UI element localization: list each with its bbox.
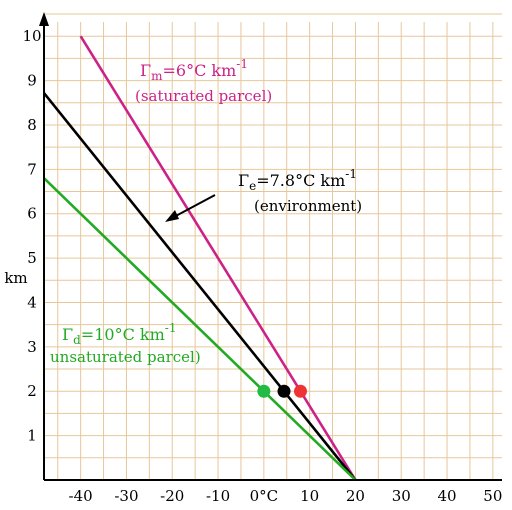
y-tick-label: 10 xyxy=(22,27,41,45)
axes xyxy=(39,12,502,481)
annotation-moist: Γm=6°C km-1 (saturated parcel) xyxy=(135,57,272,105)
parcel-point xyxy=(293,384,307,398)
x-tick-label: -40 xyxy=(69,487,93,505)
y-axis-arrow xyxy=(39,12,49,26)
x-tick-label: 10 xyxy=(300,487,319,505)
env-lapse-label: Γe=7.8°C km-1 xyxy=(238,167,357,193)
annotation-env: Γe=7.8°C km-1 (environment) xyxy=(165,167,362,222)
y-tick-label: 1 xyxy=(27,427,37,445)
y-tick-label: 5 xyxy=(27,249,37,267)
x-tick-label: 0°C xyxy=(250,487,279,505)
x-tick-label: -20 xyxy=(160,487,184,505)
grid xyxy=(44,13,502,480)
parcel-points xyxy=(257,384,307,398)
y-tick-label: 7 xyxy=(27,160,37,178)
x-tick-label: 30 xyxy=(392,487,411,505)
y-tick-label: 4 xyxy=(27,293,37,311)
annotation-dry: Γd=10°C km-1 unsaturated parcel) xyxy=(50,321,201,366)
parcel-point xyxy=(277,384,291,398)
moist-lapse-label: Γm=6°C km-1 xyxy=(140,57,248,83)
y-tick-label: 2 xyxy=(27,382,37,400)
moist-lapse-desc: (saturated parcel) xyxy=(135,87,272,105)
y-tick-label: 6 xyxy=(27,205,37,223)
series-line-env xyxy=(44,91,357,480)
series-line-moist xyxy=(79,35,357,480)
series-lines xyxy=(44,35,357,480)
x-tick-label: 20 xyxy=(346,487,365,505)
dry-lapse-desc: unsaturated parcel) xyxy=(50,348,201,366)
env-arrow-head xyxy=(165,210,179,222)
series-line-dry xyxy=(44,176,357,480)
y-tick-label: 3 xyxy=(27,338,37,356)
tick-labels: -40 -30 -20 -10 0°C 10 20 30 40 50 1 2 3 4 5 6 7 8 9 10 xyxy=(22,27,502,505)
y-tick-label: 9 xyxy=(27,72,37,90)
parcel-point xyxy=(257,384,271,398)
env-arrow-shaft xyxy=(171,194,216,219)
x-tick-label: -30 xyxy=(114,487,138,505)
x-tick-label: 40 xyxy=(437,487,456,505)
y-axis-label: km xyxy=(4,269,27,287)
x-tick-label: 50 xyxy=(483,487,502,505)
y-tick-label: 8 xyxy=(27,116,37,134)
env-lapse-desc: (environment) xyxy=(254,197,362,215)
dry-lapse-label: Γd=10°C km-1 xyxy=(62,321,176,347)
x-tick-label: -10 xyxy=(206,487,230,505)
